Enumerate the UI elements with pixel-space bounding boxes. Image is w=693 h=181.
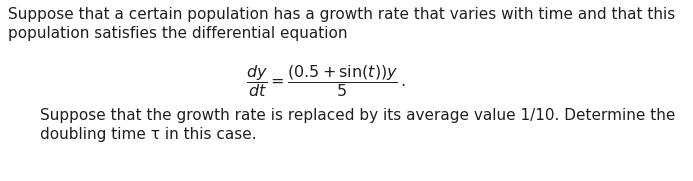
- Text: Suppose that a certain population has a growth rate that varies with time and th: Suppose that a certain population has a …: [8, 7, 676, 22]
- Text: doubling time τ in this case.: doubling time τ in this case.: [40, 127, 256, 142]
- Text: population satisfies the differential equation: population satisfies the differential eq…: [8, 26, 348, 41]
- Text: Suppose that the growth rate is replaced by its average value 1/10. Determine th: Suppose that the growth rate is replaced…: [40, 108, 675, 123]
- Text: $\dfrac{dy}{dt} = \dfrac{(0.5+\sin(t))y}{5}\,.$: $\dfrac{dy}{dt} = \dfrac{(0.5+\sin(t))y}…: [246, 63, 405, 99]
